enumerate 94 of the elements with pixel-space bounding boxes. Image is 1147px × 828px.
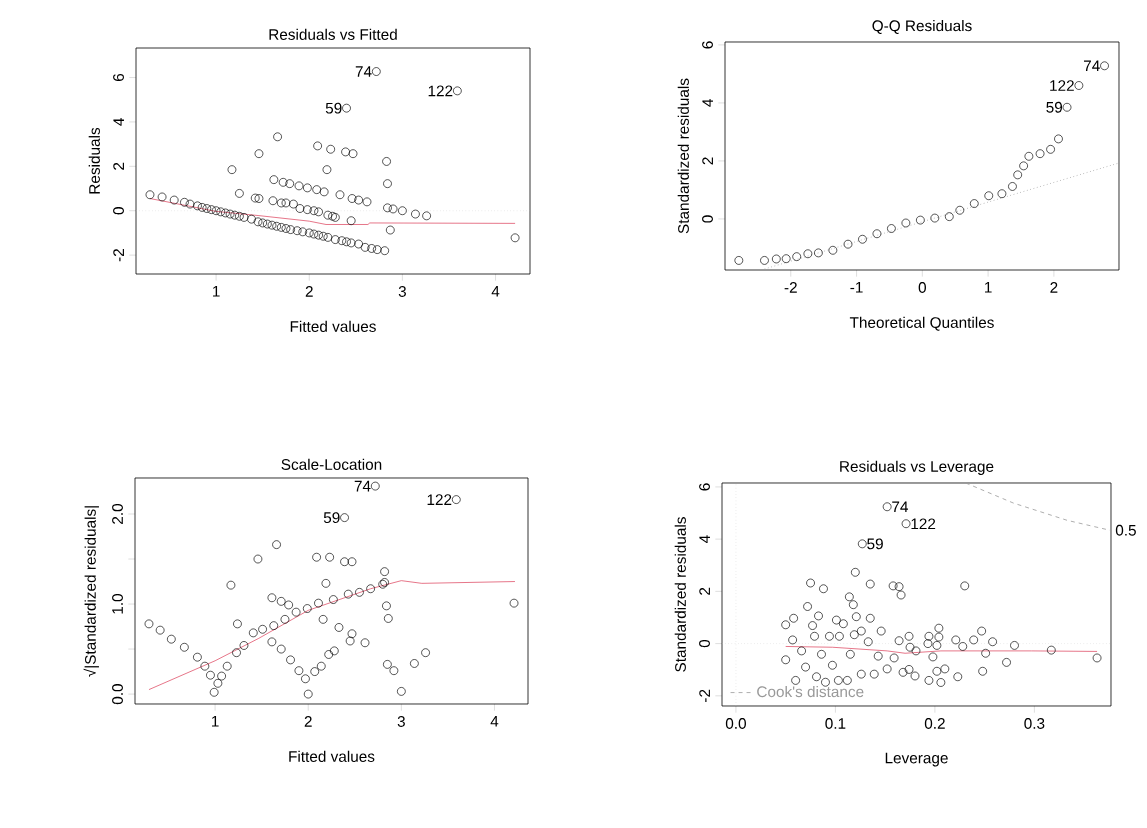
- y-axis-title: √|Standardized residuals|: [83, 506, 99, 677]
- point: [781, 254, 791, 264]
- point: [955, 205, 965, 215]
- annotation: 74: [355, 66, 372, 77]
- x-tick-label: -2: [784, 282, 797, 293]
- x-tick-label: 2: [1050, 282, 1058, 293]
- y-tick-label: 1.0: [112, 594, 123, 614]
- y-tick-label: 2: [113, 162, 124, 170]
- point: [828, 245, 838, 255]
- point: [1024, 151, 1034, 161]
- annotation: 122: [911, 518, 936, 530]
- point: [771, 254, 781, 264]
- annotation: 74: [892, 501, 909, 513]
- point: [1046, 144, 1055, 154]
- point: [760, 256, 769, 265]
- x-axis-title: Theoretical Quantiles: [849, 316, 994, 331]
- point: [1100, 61, 1109, 71]
- point: [872, 229, 882, 239]
- y-tick-label: 2: [702, 157, 713, 165]
- y-tick-label: 2.0: [112, 503, 123, 524]
- point: [984, 191, 994, 201]
- point: [997, 189, 1007, 199]
- x-tick-label: 4: [490, 716, 499, 727]
- annotation: 59: [1046, 101, 1063, 113]
- x-tick-label: 0.0: [725, 718, 746, 729]
- x-tick-label: 1: [212, 716, 219, 727]
- point: [1074, 81, 1084, 90]
- y-tick-label: 0.0: [112, 684, 123, 705]
- point: [944, 212, 954, 221]
- y-tick-label: 6: [702, 41, 713, 49]
- point: [916, 215, 925, 225]
- point: [1062, 102, 1072, 112]
- y-tick-label: 0: [699, 639, 710, 648]
- y-axis-title: Standardized residuals: [677, 78, 689, 234]
- x-tick-label: 1: [985, 282, 992, 293]
- x-tick-label: 4: [491, 286, 500, 297]
- y-axis-title: Residuals: [88, 127, 100, 194]
- annotation: 59: [323, 512, 340, 524]
- chart-title: Q-Q Residuals: [872, 19, 972, 34]
- point: [814, 248, 823, 258]
- y-tick-label: -2: [699, 689, 710, 702]
- chart-title: Residuals vs Leverage: [840, 460, 994, 475]
- line-series: [785, 646, 1098, 654]
- y-tick-label: 4: [702, 99, 713, 107]
- y-tick-label: -2: [113, 249, 124, 262]
- line-series: [148, 580, 516, 690]
- x-tick-label: 2: [304, 716, 312, 727]
- point: [792, 252, 802, 261]
- x-tick-label: 1: [213, 286, 220, 297]
- point: [1013, 170, 1023, 180]
- y-tick-label: 4: [113, 118, 124, 126]
- x-tick-label: 0: [918, 282, 926, 293]
- x-axis-title: Fitted values: [290, 320, 376, 332]
- x-tick-label: -1: [850, 282, 863, 293]
- point: [969, 199, 979, 208]
- point: [1008, 182, 1017, 191]
- x-tick-label: 0.2: [924, 718, 945, 729]
- y-tick-label: 0: [702, 215, 713, 223]
- annotation: 74: [354, 480, 371, 492]
- chart-title: Residuals vs Fitted: [269, 28, 397, 40]
- point: [858, 234, 867, 244]
- x-tick-label: 0.1: [825, 718, 846, 729]
- line-series: [149, 198, 516, 225]
- annotation: 122: [1050, 80, 1074, 91]
- x-tick-label: 2: [305, 286, 313, 297]
- annotation: 122: [428, 85, 453, 97]
- point: [1019, 161, 1028, 171]
- y-tick-label: 2: [699, 587, 710, 595]
- legend-label: Cook's distance: [757, 685, 864, 698]
- annotation: 59: [867, 538, 883, 550]
- x-axis-title: Leverage: [885, 752, 948, 767]
- y-tick-label: 0: [113, 207, 124, 215]
- x-tick-label: 0.3: [1024, 718, 1045, 729]
- annotation: 74: [1084, 60, 1100, 72]
- point: [1035, 149, 1045, 159]
- chart-title: Scale-Location: [281, 458, 382, 470]
- y-tick-label: 6: [113, 73, 124, 82]
- point: [930, 213, 940, 223]
- annotation: 59: [325, 102, 342, 114]
- point: [1054, 134, 1063, 144]
- y-tick-label: 6: [699, 483, 710, 491]
- point: [901, 218, 911, 228]
- annotation: 122: [427, 494, 452, 505]
- point: [887, 224, 896, 233]
- line-series: [965, 482, 1111, 531]
- x-tick-label: 3: [398, 286, 406, 297]
- y-tick-label: 4: [699, 535, 710, 544]
- x-axis-title: Fitted values: [289, 750, 375, 762]
- point: [843, 239, 853, 249]
- annotation: 0.5: [1115, 524, 1136, 536]
- point: [803, 249, 813, 259]
- y-axis-title: Standardized residuals: [674, 517, 686, 672]
- x-tick-label: 3: [397, 716, 405, 727]
- point: [734, 256, 744, 265]
